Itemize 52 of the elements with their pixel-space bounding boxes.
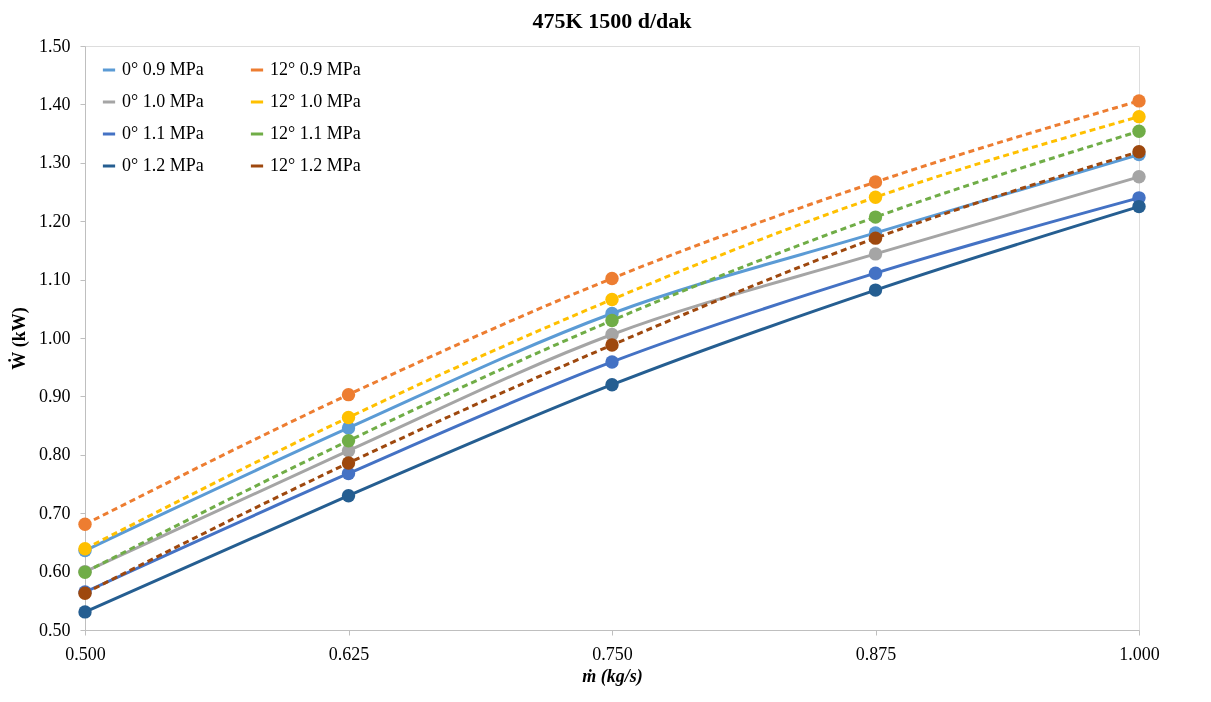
y-tick-label: 1.20	[39, 210, 71, 231]
legend-label: 0° 1.2 MPa	[122, 155, 204, 175]
point	[868, 283, 883, 297]
point	[341, 456, 356, 470]
point	[868, 175, 883, 189]
legend-label: 12° 1.0 MPa	[270, 91, 361, 111]
point	[868, 266, 883, 280]
x-tick-label: 1.000	[1119, 643, 1160, 664]
x-tick-label: 0.875	[855, 643, 897, 664]
point	[1132, 199, 1146, 214]
y-tick-label: 0.80	[39, 444, 71, 465]
point	[868, 190, 883, 204]
chart-title: 475K 1500 d/dak	[532, 8, 693, 33]
y-tick-label: 1.50	[39, 35, 71, 56]
y-tick-label: 1.40	[39, 93, 71, 114]
point	[868, 247, 883, 261]
y-tick-label: 1.30	[39, 152, 71, 173]
legend-label: 0° 1.0 MPa	[122, 91, 204, 111]
y-tick-label: 1.00	[39, 327, 71, 348]
legend-label: 12° 0.9 MPa	[270, 59, 361, 79]
point	[868, 210, 883, 224]
point	[341, 410, 356, 425]
y-tick-label: 0.70	[39, 502, 71, 523]
x-tick-label: 0.750	[592, 643, 633, 664]
y-tick-label: 0.60	[39, 561, 71, 582]
point	[868, 231, 883, 245]
x-axis-title: ṁ (kg/s)	[582, 665, 643, 687]
point	[605, 271, 619, 286]
point	[1132, 170, 1146, 184]
point	[1132, 109, 1146, 124]
y-tick-label: 0.50	[39, 619, 71, 640]
legend-label: 12° 1.1 MPa	[270, 123, 361, 143]
point	[605, 355, 619, 369]
point	[341, 434, 356, 448]
point	[78, 517, 92, 531]
point	[605, 292, 619, 307]
point	[605, 378, 619, 392]
x-tick-label: 0.500	[65, 643, 106, 664]
legend-label: 0° 1.1 MPa	[122, 123, 204, 143]
point	[341, 488, 356, 503]
legend-label: 0° 0.9 MPa	[122, 59, 204, 79]
y-tick-label: 1.10	[39, 269, 71, 290]
y-axis-title: Ẇ (kW)	[8, 307, 30, 370]
legend-label: 12° 1.2 MPa	[270, 155, 361, 175]
point	[605, 338, 619, 352]
point	[1132, 124, 1146, 138]
point	[1132, 94, 1146, 108]
point	[605, 313, 619, 328]
point	[78, 605, 92, 619]
point	[341, 387, 356, 402]
y-tick-label: 0.90	[39, 385, 71, 406]
x-tick-label: 0.625	[328, 643, 370, 664]
